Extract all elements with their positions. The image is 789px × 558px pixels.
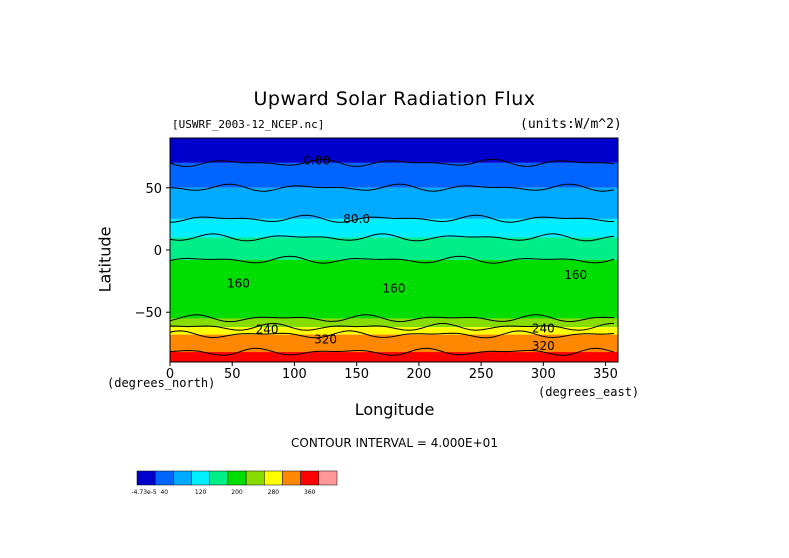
contour-line-4 (169, 255, 615, 264)
chart-title: Upward Solar Radiation Flux (253, 88, 536, 110)
lat-band-4 (170, 237, 618, 260)
contour-line-6 (169, 322, 615, 331)
colorbar-swatch-0 (136, 470, 156, 486)
contour-label-3: 160 (383, 282, 406, 296)
y-tick-label-2: −50 (135, 306, 162, 321)
contour-line-5 (169, 314, 615, 323)
x-unit-label: (degrees_north) (107, 376, 216, 390)
lat-band-5 (170, 259, 618, 319)
colorbar-swatch-7 (264, 470, 283, 486)
x-tick-label-0: 0 (166, 367, 174, 382)
lat-band-6 (170, 318, 618, 328)
colorbar-swatch-10 (318, 470, 338, 486)
colorbar-label-2: 120 (195, 489, 207, 496)
lat-band-8 (170, 334, 618, 353)
colorbar-swatch-8 (282, 470, 301, 486)
colorbar-swatch-1 (154, 470, 174, 486)
y-tick-label-1: 0 (154, 244, 162, 259)
contour-label-5: 240 (256, 323, 279, 337)
x-tick-label-2: 100 (282, 367, 307, 382)
dataset-filename: [USWRF_2003-12_NCEP.nc] (172, 118, 325, 131)
y-tick-label-0: 50 (145, 182, 162, 197)
contour-interval-note: CONTOUR INTERVAL = 4.000E+01 (291, 436, 498, 450)
x-tick-label-1: 50 (224, 367, 241, 382)
contour-label-1: 80.0 (343, 212, 370, 226)
colorbar-swatch-2 (173, 470, 192, 486)
contour-line-8 (169, 347, 615, 356)
colorbar-swatch-3 (191, 470, 210, 486)
contour-line-7 (169, 330, 615, 339)
lat-band-7 (170, 327, 618, 335)
lat-band-9 (170, 352, 618, 362)
lat-band-2 (170, 187, 618, 219)
lat-band-0 (170, 138, 618, 163)
x-tick-label-5: 250 (469, 367, 494, 382)
colorbar-swatch-4 (209, 470, 229, 486)
units-label: (units:W/m^2) (520, 117, 622, 132)
x-tick-label-4: 200 (406, 367, 431, 382)
contour-label-2: 160 (227, 277, 250, 291)
contour-label-8: 320 (532, 339, 555, 353)
contour-label-6: 320 (314, 333, 337, 347)
x-tick-label-6: 300 (531, 367, 556, 382)
x-axis-label: Longitude (354, 400, 435, 419)
colorbar-label-0: -4.73e-5 (131, 489, 156, 496)
colorbar-swatch-5 (227, 470, 247, 486)
colorbar-label-5: 360 (304, 489, 316, 496)
contour-label-0: 0.00 (303, 153, 330, 167)
lat-band-1 (170, 162, 618, 188)
colorbar-swatch-6 (245, 470, 265, 486)
contour-line-3 (169, 233, 615, 242)
colorbar-label-3: 200 (231, 489, 243, 496)
contour-line-0 (169, 158, 615, 168)
colorbar-swatch-9 (300, 470, 320, 486)
y-unit-label: (degrees_east) (538, 385, 640, 399)
colorbar-label-1: 40 (160, 489, 168, 496)
x-tick-label-7: 350 (593, 367, 618, 382)
contour-line-1 (169, 183, 615, 192)
contour-label-7: 240 (532, 321, 555, 335)
lat-band-3 (170, 218, 618, 238)
contour-label-4: 160 (564, 268, 587, 282)
contour-line-2 (169, 214, 615, 223)
x-tick-label-3: 150 (344, 367, 369, 382)
colorbar-label-4: 280 (268, 489, 280, 496)
